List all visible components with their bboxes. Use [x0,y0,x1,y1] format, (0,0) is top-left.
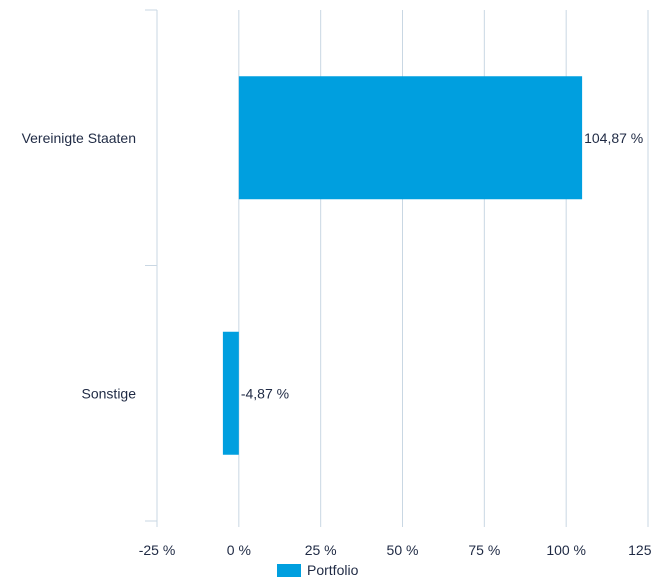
legend-label: Portfolio [307,562,359,578]
x-tick-label: -25 % [139,542,176,558]
category-label: Sonstige [82,385,137,401]
x-tick-label: 0 % [227,542,251,558]
x-tick-label: 25 % [305,542,337,558]
x-tick-label: 125 % [628,542,653,558]
value-label: 104,87 % [584,130,643,146]
bar-1 [222,331,239,455]
category-label: Vereinigte Staaten [22,130,136,146]
legend: Portfolio [277,563,358,577]
bars [222,76,583,455]
legend-swatch [277,563,301,577]
x-tick-label: 100 % [546,542,586,558]
x-tick-label: 75 % [468,542,500,558]
value-labels: 104,87 % -4,87 % [241,130,643,402]
category-labels: Vereinigte Staaten Sonstige [22,130,137,402]
value-label: -4,87 % [241,385,289,401]
bar-0 [238,76,583,200]
x-tick-label: 50 % [387,542,419,558]
x-tick-labels: -25 % 0 % 25 % 50 % 75 % 100 % 125 % [139,542,653,558]
category-axis [145,9,649,527]
